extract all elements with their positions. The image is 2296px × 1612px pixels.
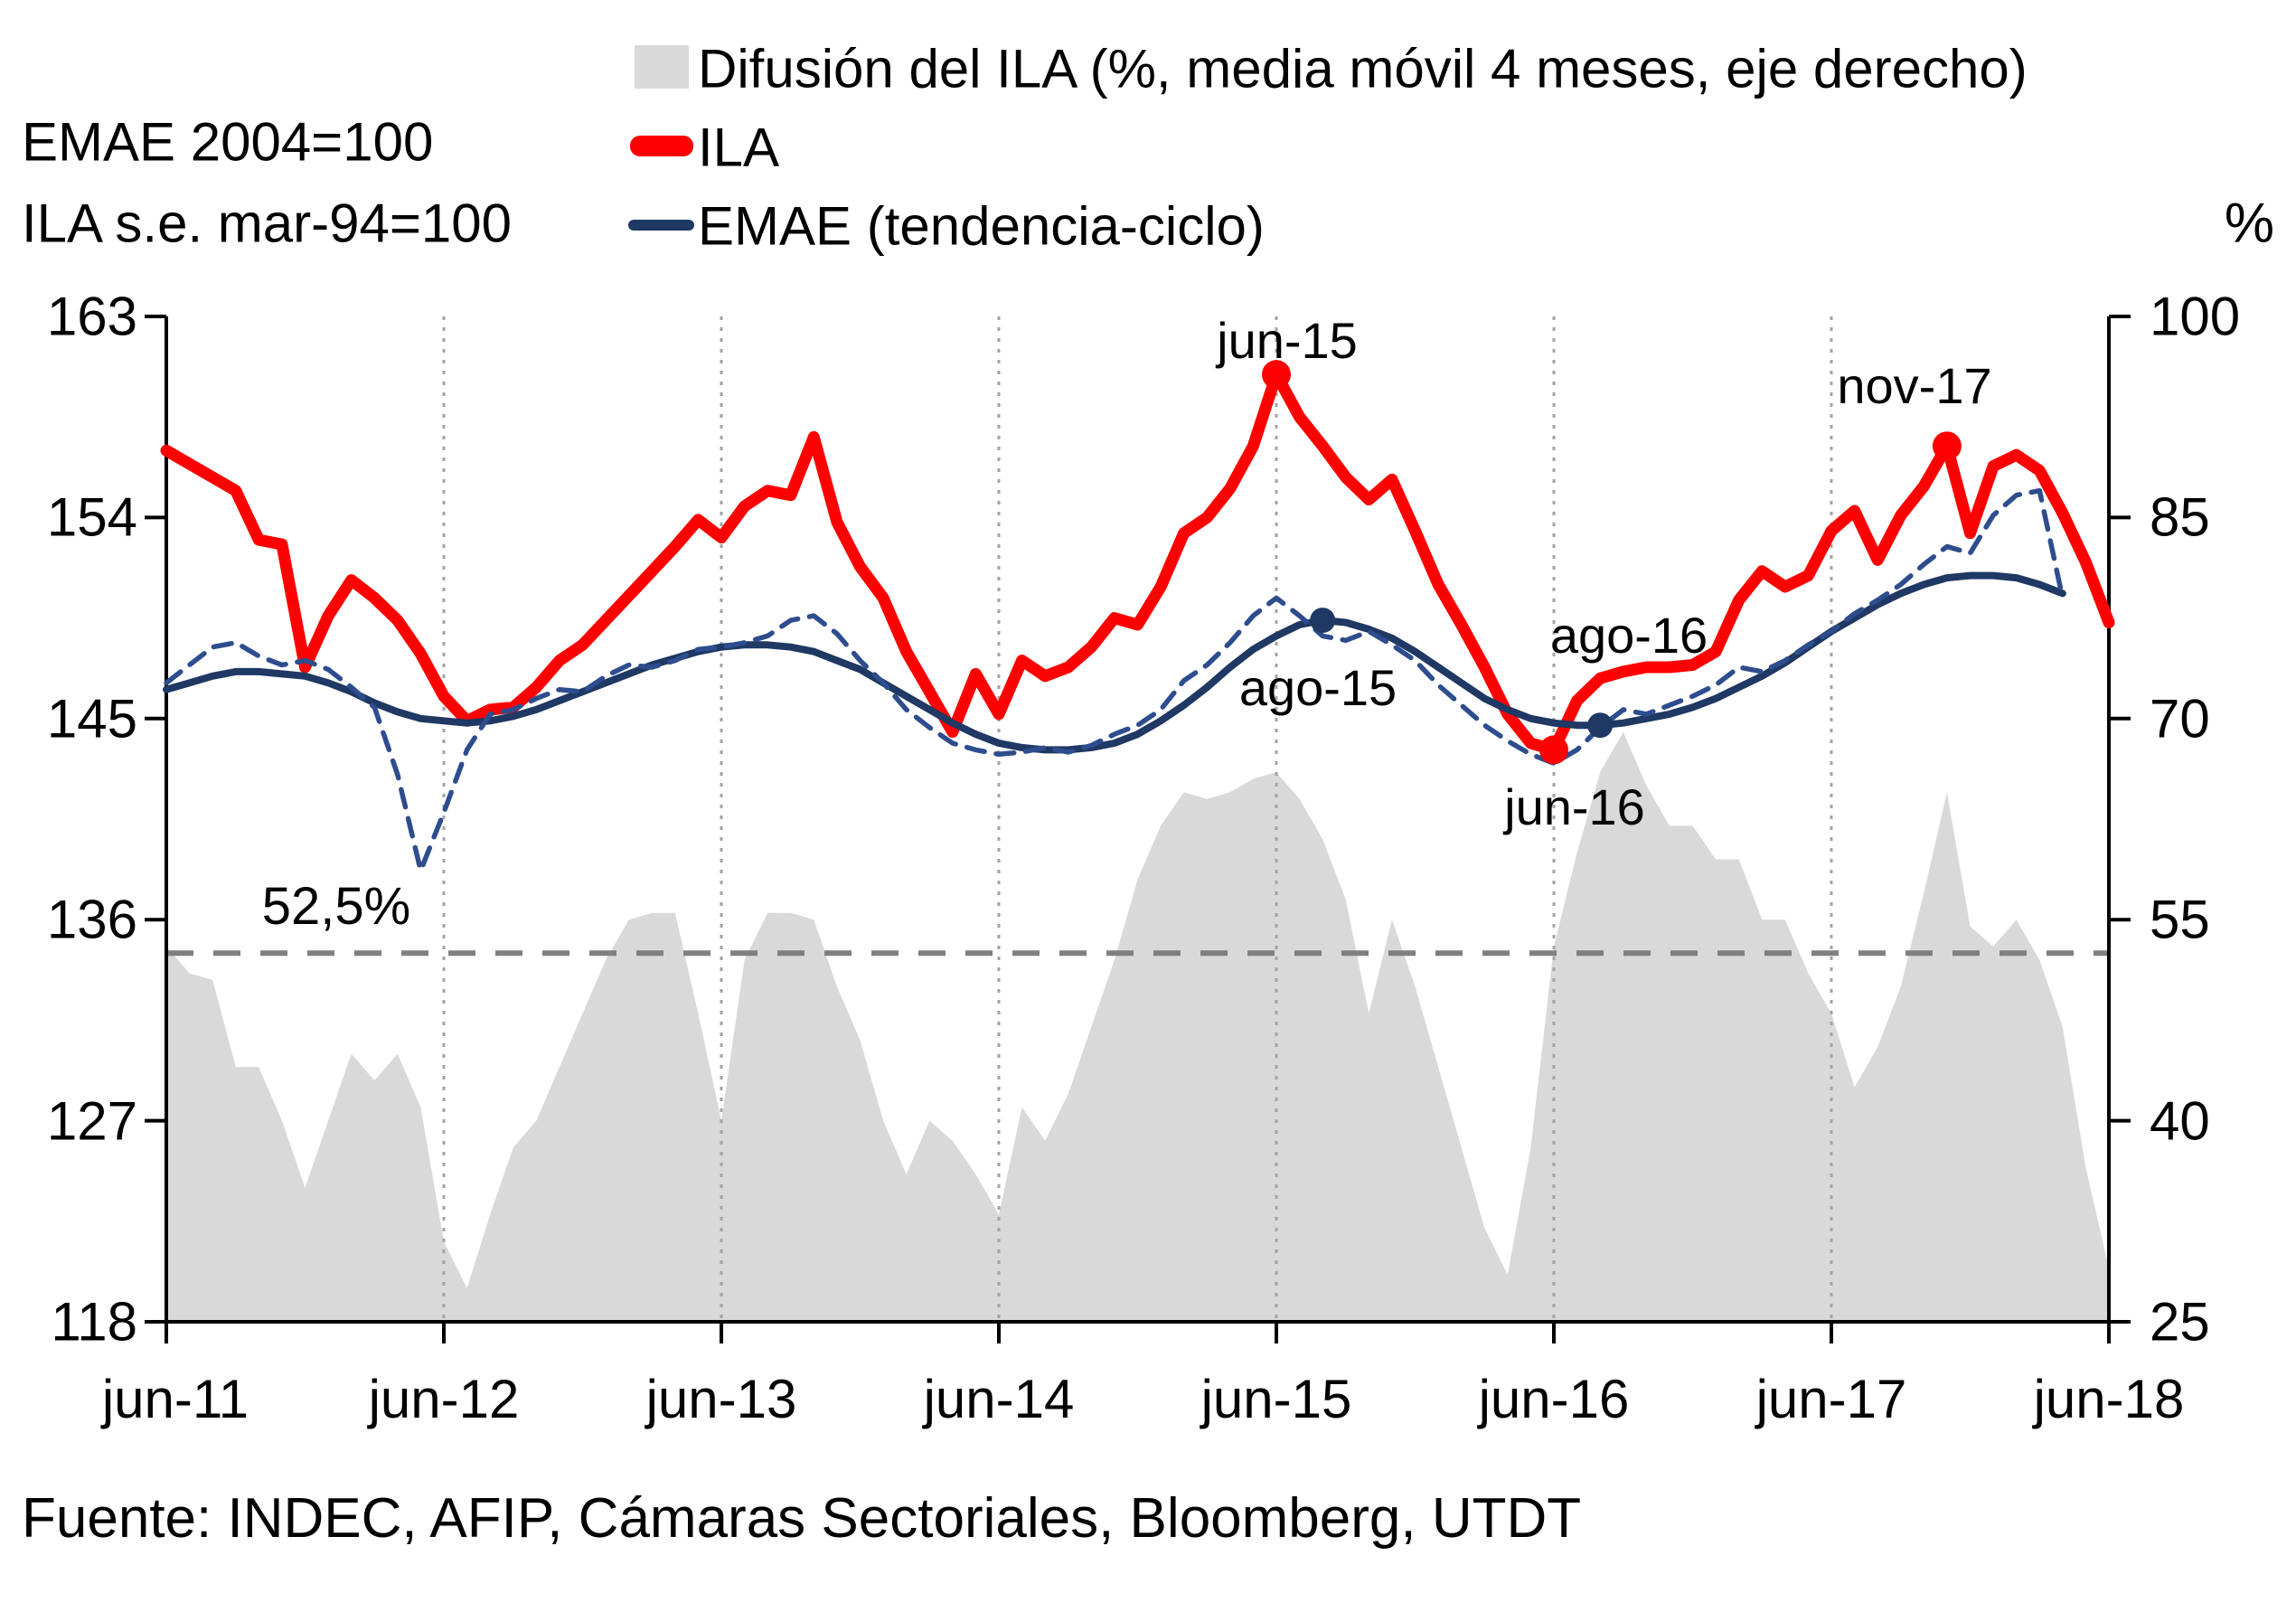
right-tick-label: 100 xyxy=(2150,287,2240,347)
legend-swatch-difusion xyxy=(635,45,689,89)
x-tick-label: jun-16 xyxy=(1477,1369,1630,1429)
marker-dot-ago-16 xyxy=(1587,712,1614,739)
left-tick-label: 145 xyxy=(47,689,137,749)
right-axis-labels: 100 85 70 55 40 25 xyxy=(2150,287,2240,1353)
annotations-layer: 52,5% jun-15 jun-16 nov-17 ago-15 ago-16 xyxy=(262,312,1992,936)
legend-label-ila: ILA xyxy=(698,118,779,178)
emae_dashed-line xyxy=(164,487,2065,873)
right-tick-label: 40 xyxy=(2150,1091,2210,1152)
ila-line xyxy=(160,368,2115,756)
x-tick-label: jun-13 xyxy=(645,1369,797,1429)
left-tick-label: 127 xyxy=(47,1091,137,1152)
difusion-area-layer xyxy=(166,731,2109,1322)
left-tick-label: 154 xyxy=(47,487,137,548)
annotation-jun-16: jun-16 xyxy=(1502,778,1645,835)
left-axis-labels: 163 154 145 136 127 118 xyxy=(47,287,137,1353)
marker-dot-jun-15 xyxy=(1262,360,1291,390)
legend-label-difusion: Difusión del ILA (%, media móvil 4 meses… xyxy=(698,39,2028,99)
marker-dot-jun-16 xyxy=(1539,735,1568,765)
left-tick-label: 136 xyxy=(47,890,137,950)
annotation-nov-17: nov-17 xyxy=(1837,357,1991,414)
annotation-ago-16: ago-16 xyxy=(1550,607,1708,664)
source-note: Fuente: INDEC, AFIP, Cámaras Sectoriales… xyxy=(22,1487,1581,1550)
axes-layer xyxy=(145,315,2131,1343)
reference-line-label: 52,5% xyxy=(262,877,410,936)
right-tick-label: 70 xyxy=(2150,689,2210,749)
right-tick-label: 55 xyxy=(2150,890,2210,950)
x-tick-label: jun-17 xyxy=(1755,1369,1907,1429)
marker-dot-ago-15 xyxy=(1310,608,1336,634)
x-tick-label: jun-14 xyxy=(922,1369,1075,1429)
right-tick-label: 85 xyxy=(2150,487,2210,548)
series-lines-layer xyxy=(160,368,2115,873)
markers-layer xyxy=(1262,360,1962,765)
marker-dot-nov-17 xyxy=(1932,431,1962,461)
scale-note-emae: EMAE 2004=100 xyxy=(22,112,433,173)
annotation-ago-15: ago-15 xyxy=(1239,659,1397,716)
legend-label-emae: EMAE (tendencia-ciclo) xyxy=(698,196,1265,257)
x-tick-label: jun-18 xyxy=(2032,1369,2185,1429)
right-axis-unit-label: % xyxy=(2225,193,2274,255)
right-tick-label: 25 xyxy=(2150,1292,2210,1353)
gridline-layer xyxy=(442,316,1833,1322)
left-tick-label: 163 xyxy=(47,287,137,347)
legend-swatch-emae xyxy=(628,220,694,231)
difusion-area xyxy=(166,731,2109,1322)
x-tick-label: jun-12 xyxy=(367,1369,520,1429)
annotation-jun-15: jun-15 xyxy=(1215,312,1358,369)
legend-swatch-ila xyxy=(630,136,693,156)
scale-note-ila: ILA s.e. mar-94=100 xyxy=(22,193,512,254)
legend: Difusión del ILA (%, media móvil 4 meses… xyxy=(628,39,2028,257)
x-tick-label: jun-15 xyxy=(1200,1369,1352,1429)
x-axis-labels: jun-11 jun-12 jun-13 jun-14 jun-15 jun-1… xyxy=(100,1369,2185,1429)
left-tick-label: 118 xyxy=(51,1292,137,1353)
x-tick-label: jun-11 xyxy=(100,1369,249,1429)
